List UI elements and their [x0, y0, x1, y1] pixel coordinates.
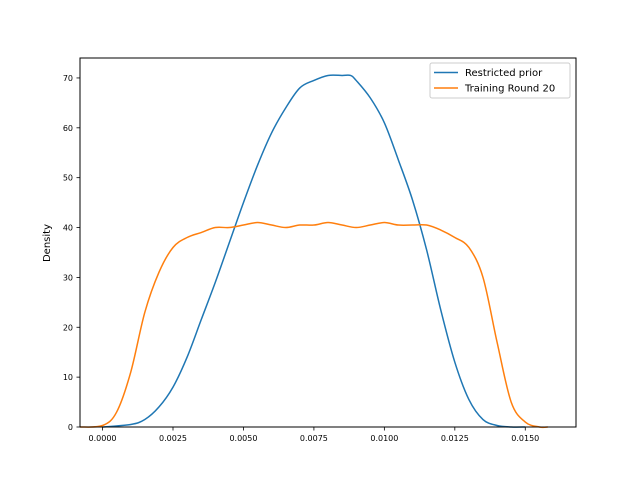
- y-tick-label: 10: [63, 373, 73, 382]
- x-axis-ticks: 0.0000 0.0025 0.0050 0.0075 0.0100 0.0125 0.01…: [89, 427, 539, 443]
- legend: Restricted prior Training Round 20: [429, 62, 571, 99]
- x-tick-label: 0.0000: [89, 434, 117, 443]
- x-tick-label: 0.0100: [370, 434, 398, 443]
- y-tick-label: 0: [68, 423, 73, 432]
- plot-frame: [79, 57, 577, 428]
- legend-box: [429, 62, 571, 99]
- x-tick-label: 0.0050: [229, 434, 257, 443]
- legend-label-2: Training Round 20: [464, 84, 555, 95]
- y-tick-label: 70: [63, 74, 73, 83]
- y-tick-label: 60: [63, 124, 73, 133]
- y-tick-label: 20: [63, 323, 73, 332]
- x-tick-label: 0.0025: [159, 434, 187, 443]
- series-line-2: [79, 221, 548, 429]
- y-axis-label: Density: [42, 224, 53, 262]
- y-tick-label: 50: [63, 174, 73, 183]
- series-line-1: [102, 74, 526, 428]
- x-tick-label: 0.0125: [441, 434, 469, 443]
- y-axis-ticks: 0 10 20 30 40 50 60 70: [63, 74, 80, 432]
- plot-lines: [79, 74, 548, 429]
- x-tick-label: 0.0075: [300, 434, 328, 443]
- y-tick-label: 40: [63, 224, 73, 233]
- legend-label-1: Restricted prior: [465, 68, 543, 79]
- y-tick-label: 30: [63, 273, 73, 282]
- x-tick-label: 0.0150: [511, 434, 539, 443]
